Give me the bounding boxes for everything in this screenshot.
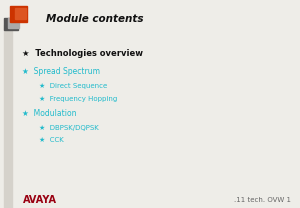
Text: ★  Technologies overview: ★ Technologies overview [22,48,143,58]
Text: ★  Spread Spectrum: ★ Spread Spectrum [22,67,100,76]
Text: ★  Direct Sequence: ★ Direct Sequence [39,83,107,89]
Text: .11 tech. OVW 1: .11 tech. OVW 1 [234,197,291,203]
Text: AVAYA: AVAYA [22,195,56,205]
Bar [4,25,5,208]
Text: Module contents: Module contents [46,14,144,24]
Text: ★  CCK: ★ CCK [39,137,64,143]
Text: ★  Modulation: ★ Modulation [22,109,77,118]
Bar [15,8,26,19]
Bar [4,18,18,30]
Bar [6,25,7,208]
Bar [8,18,19,28]
Text: ★  Frequency Hopping: ★ Frequency Hopping [39,96,117,102]
Bar [10,6,27,22]
Text: ★  DBPSK/DQPSK: ★ DBPSK/DQPSK [39,125,99,131]
Bar [11,25,12,208]
Bar [8,25,10,208]
